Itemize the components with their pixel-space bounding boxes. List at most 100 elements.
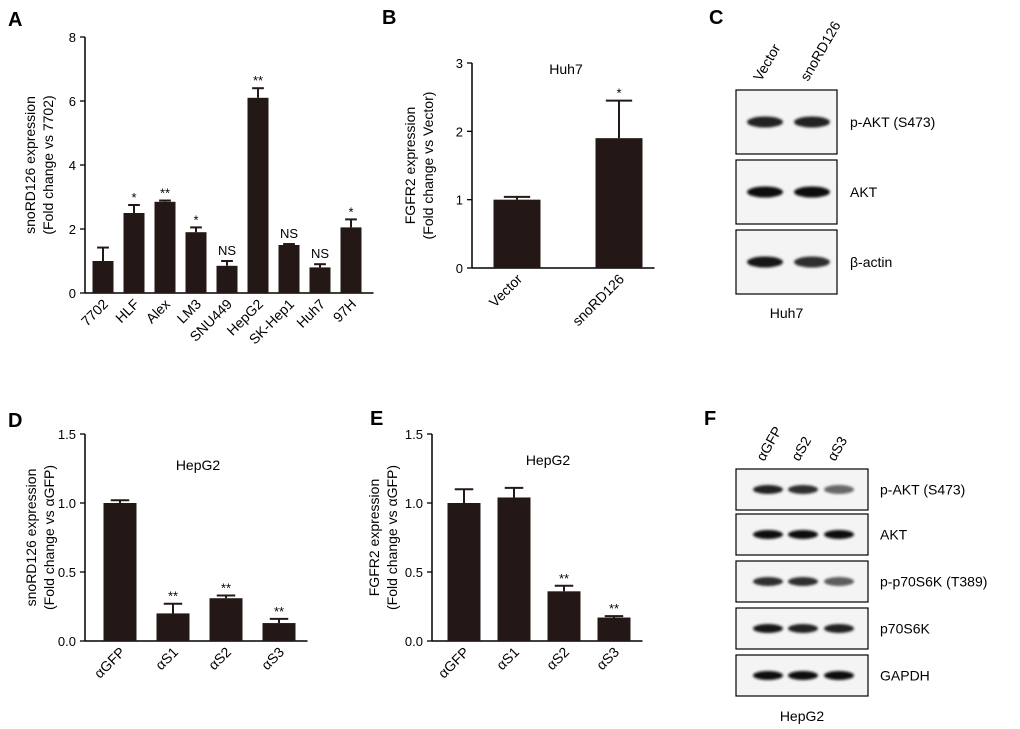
panel-letter-a: A — [8, 9, 22, 31]
bar-a — [154, 201, 176, 293]
blot-band-f — [824, 485, 854, 494]
bar-e — [497, 497, 531, 641]
y-tick-label-b: 3 — [456, 56, 463, 71]
blot-row-label-c: β-actin — [850, 254, 892, 270]
y-tick-label-e: 0.5 — [405, 565, 423, 580]
bar-d — [103, 503, 137, 641]
western-blot-f: αGFP αS2 αS3 p-AKT (S473) AKT p-p70S6K (T389)… — [735, 424, 987, 724]
significance-label-a: * — [193, 212, 198, 227]
bar-a — [340, 227, 362, 293]
x-category-label-e: αGFP — [435, 644, 472, 681]
x-category-label-d: αS2 — [205, 644, 234, 673]
x-category-label-a: Huh7 — [293, 296, 328, 331]
x-category-label-e: αS1 — [493, 644, 522, 673]
y-tick-label-a: 2 — [69, 222, 76, 237]
blot-band-f — [753, 624, 783, 633]
bar-a — [309, 267, 331, 293]
y-axis-label-line2-a: (Fold change vs 7702) — [40, 95, 56, 234]
significance-label-a: NS — [311, 246, 329, 261]
panel-letter-d: D — [8, 410, 22, 432]
significance-label-a: * — [131, 190, 136, 205]
western-blot-c: Vector snoRD126 p-AKT (S473) AKT β-actin Huh7 — [735, 18, 935, 321]
significance-label-e: ** — [609, 601, 619, 616]
bar-a — [216, 265, 238, 293]
chart-title-e: HepG2 — [526, 452, 571, 468]
blot-row-label-f: p70S6K — [880, 621, 930, 637]
y-tick-label-e: 0.0 — [405, 634, 423, 649]
blot-row-label-f: GAPDH — [880, 668, 930, 684]
blot-row-label-c: AKT — [850, 184, 878, 200]
y-tick-label-d: 1.5 — [58, 427, 76, 442]
blot-row-label-f: p-AKT (S473) — [880, 482, 965, 498]
significance-label-d: ** — [168, 589, 178, 604]
chart-panel-e: 0.0 0.5 1.0 1.5 FGFR2 expression (Fold change… — [366, 427, 643, 681]
bar-a — [278, 245, 300, 293]
significance-label-a: NS — [218, 243, 236, 258]
x-category-label-d: αS1 — [152, 644, 181, 673]
lane-label-f: αS2 — [788, 433, 815, 463]
bar-d — [209, 598, 243, 641]
bar-d — [156, 613, 190, 641]
blot-band-f — [824, 577, 854, 586]
significance-label-a: * — [348, 204, 353, 219]
y-axis-label-line1-d: snoRD126 expression — [23, 469, 39, 607]
y-tick-label-e: 1.0 — [405, 496, 423, 511]
y-tick-label-d: 0.0 — [58, 634, 76, 649]
x-category-label-a: 97H — [330, 296, 359, 325]
x-category-label-d: αGFP — [91, 644, 128, 681]
blot-band-f — [788, 530, 818, 539]
blot-band-c — [794, 256, 830, 268]
chart-panel-b: 0 1 2 3 FGFR2 expression (Fold change vs Vect… — [402, 56, 655, 329]
y-axis-label-line1-a: snoRD126 expression — [22, 96, 38, 234]
blot-row-label-f: p-p70S6K (T389) — [880, 574, 987, 590]
significance-label-a: ** — [160, 186, 170, 201]
y-tick-label-b: 1 — [456, 193, 463, 208]
lane-label-f: αS3 — [824, 433, 851, 463]
bar-a — [185, 232, 207, 293]
y-tick-label-e: 1.5 — [405, 427, 423, 442]
y-tick-label-d: 1.0 — [58, 496, 76, 511]
y-tick-label-d: 0.5 — [58, 565, 76, 580]
y-tick-label-b: 2 — [456, 124, 463, 139]
significance-label-a: NS — [280, 226, 298, 241]
blot-band-f — [788, 624, 818, 633]
lane-label-c: Vector — [750, 41, 784, 84]
y-axis-label-line1-e: FGFR2 expression — [366, 479, 382, 596]
x-category-label-a: HLF — [112, 296, 142, 326]
y-axis-label-line1-b: FGFR2 expression — [402, 107, 418, 224]
blot-band-f — [824, 671, 854, 680]
chart-panel-a: 0 2 4 6 8 snoRD126 expression (Fold change vs … — [22, 30, 374, 347]
y-axis-label-line2-e: (Fold change vs αGFP) — [384, 465, 400, 610]
blot-band-f — [788, 577, 818, 586]
blot-band-f — [788, 485, 818, 494]
lane-label-c: snoRD126 — [797, 18, 844, 83]
blot-row-label-c: p-AKT (S473) — [850, 114, 935, 130]
bar-e — [597, 617, 631, 641]
bar-a — [123, 213, 145, 293]
y-axis-label-line2-d: (Fold change vs αGFP) — [41, 465, 57, 610]
bar-a — [247, 97, 269, 293]
blot-cell-line-label-f: HepG2 — [780, 708, 825, 724]
bar-e — [447, 503, 481, 641]
chart-title-d: HepG2 — [176, 457, 221, 473]
lane-label-f: αGFP — [753, 424, 785, 464]
blot-band-c — [747, 256, 783, 268]
y-tick-label-b: 0 — [456, 261, 463, 276]
x-category-label-a: Alex — [143, 296, 174, 327]
significance-label-d: ** — [221, 580, 231, 595]
panel-letter-b: B — [382, 7, 396, 29]
blot-band-f — [824, 530, 854, 539]
bar-e — [547, 591, 581, 641]
x-category-label-e: αS2 — [543, 644, 572, 673]
blot-band-c — [747, 116, 783, 128]
blot-band-c — [794, 116, 830, 128]
significance-label-a: ** — [253, 73, 263, 88]
blot-band-c — [794, 186, 830, 198]
blot-band-f — [788, 671, 818, 680]
blot-band-f — [753, 577, 783, 586]
blot-band-f — [753, 485, 783, 494]
y-tick-label-a: 4 — [69, 158, 76, 173]
blot-cell-line-label-c: Huh7 — [770, 305, 804, 321]
x-category-label-b: snoRD126 — [569, 271, 627, 329]
y-tick-label-a: 6 — [69, 94, 76, 109]
